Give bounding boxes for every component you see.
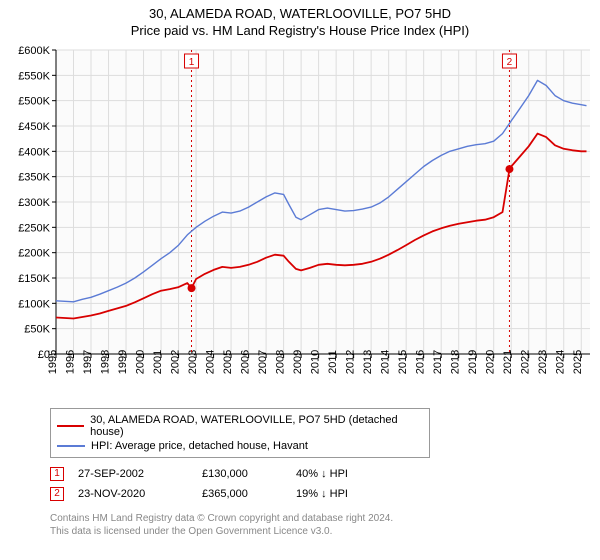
svg-text:2017: 2017 [432,350,444,374]
svg-text:£400K: £400K [18,146,50,158]
svg-text:£300K: £300K [18,197,50,209]
svg-text:£150K: £150K [18,273,50,285]
sales-table: 1 27-SEP-2002 £130,000 40% ↓ HPI 2 23-NOV-202… [50,464,596,504]
svg-text:2015: 2015 [397,350,409,374]
svg-text:2009: 2009 [292,350,304,374]
sale-diff: 40% ↓ HPI [296,468,386,480]
svg-text:2000: 2000 [135,350,147,374]
svg-text:2003: 2003 [187,350,199,374]
legend-label: 30, ALAMEDA ROAD, WATERLOOVILLE, PO7 5HD… [90,414,423,438]
legend-item: 30, ALAMEDA ROAD, WATERLOOVILLE, PO7 5HD… [57,413,423,439]
svg-text:£350K: £350K [18,172,50,184]
svg-text:2002: 2002 [170,350,182,374]
price-chart: £0£50K£100K£150K£200K£250K£300K£350K£400… [4,44,596,404]
svg-text:1995: 1995 [47,350,59,374]
sale-date: 27-SEP-2002 [78,468,188,480]
svg-text:2020: 2020 [485,350,497,374]
svg-text:2022: 2022 [520,350,532,374]
sale-marker-icon: 1 [50,467,64,481]
chart-footer: Contains HM Land Registry data © Crown c… [50,512,596,538]
sale-date: 23-NOV-2020 [78,488,188,500]
svg-text:2013: 2013 [362,350,374,374]
svg-text:£450K: £450K [18,121,50,133]
svg-text:2024: 2024 [555,350,567,374]
sale-diff: 19% ↓ HPI [296,488,386,500]
svg-text:£100K: £100K [18,298,50,310]
svg-text:2008: 2008 [275,350,287,374]
svg-text:£200K: £200K [18,248,50,260]
svg-text:2023: 2023 [537,350,549,374]
sale-row: 1 27-SEP-2002 £130,000 40% ↓ HPI [50,464,596,484]
svg-text:2025: 2025 [572,350,584,374]
footer-line-1: Contains HM Land Registry data © Crown c… [50,512,596,525]
svg-text:1998: 1998 [100,350,112,374]
sale-row: 2 23-NOV-2020 £365,000 19% ↓ HPI [50,484,596,504]
svg-text:2006: 2006 [240,350,252,374]
legend-swatch [57,425,84,427]
svg-text:2012: 2012 [345,350,357,374]
svg-text:2010: 2010 [310,350,322,374]
svg-text:2018: 2018 [450,350,462,374]
svg-text:2016: 2016 [415,350,427,374]
svg-text:£500K: £500K [18,96,50,108]
svg-text:1999: 1999 [117,350,129,374]
chart-container: £0£50K£100K£150K£200K£250K£300K£350K£400… [4,44,596,404]
sale-price: £365,000 [202,488,282,500]
svg-text:£550K: £550K [18,70,50,82]
svg-text:2004: 2004 [205,350,217,374]
svg-text:£250K: £250K [18,222,50,234]
sale-marker-icon: 2 [50,487,64,501]
svg-text:1996: 1996 [65,350,77,374]
svg-text:£50K: £50K [24,324,50,336]
svg-text:1997: 1997 [82,350,94,374]
svg-text:2001: 2001 [152,350,164,374]
svg-text:1: 1 [189,57,195,68]
svg-text:2: 2 [507,57,513,68]
svg-text:2014: 2014 [380,350,392,374]
svg-text:2019: 2019 [467,350,479,374]
legend-swatch [57,445,85,447]
legend-box: 30, ALAMEDA ROAD, WATERLOOVILLE, PO7 5HD… [50,408,430,458]
chart-title-sub: Price paid vs. HM Land Registry's House … [4,23,596,38]
sale-price: £130,000 [202,468,282,480]
legend-label: HPI: Average price, detached house, Hava… [91,440,308,452]
svg-text:£600K: £600K [18,45,50,57]
chart-title-main: 30, ALAMEDA ROAD, WATERLOOVILLE, PO7 5HD [4,6,596,21]
footer-line-2: This data is licensed under the Open Gov… [50,525,596,538]
svg-text:2021: 2021 [502,350,514,374]
svg-text:2007: 2007 [257,350,269,374]
legend-item: HPI: Average price, detached house, Hava… [57,439,423,453]
svg-text:2005: 2005 [222,350,234,374]
